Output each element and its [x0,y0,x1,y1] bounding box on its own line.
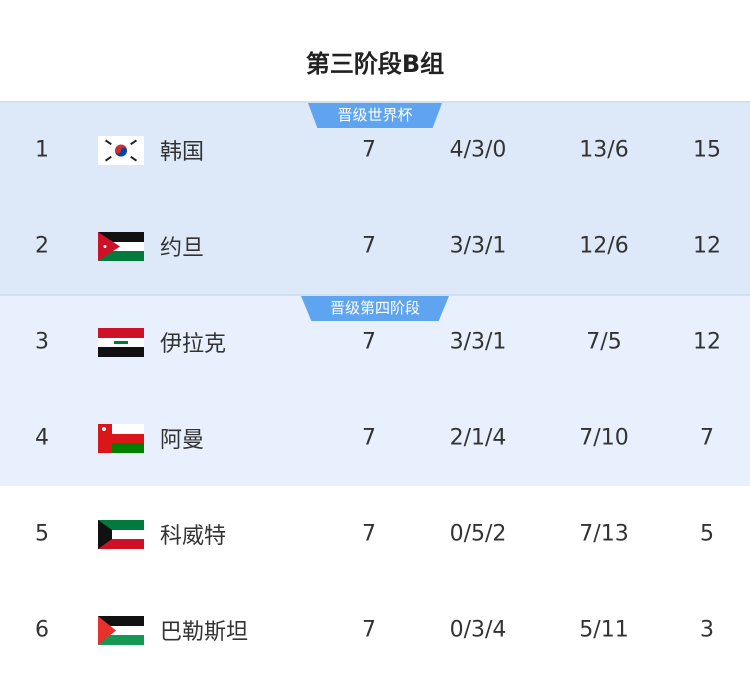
south-korea-flag-icon [98,136,144,165]
played: 7 [362,425,376,451]
played: 7 [362,617,376,643]
points: 3 [700,617,714,643]
rank: 4 [35,425,49,451]
group-fourth-stage: 晋级第四阶段 [0,294,750,486]
goals-for-against: 12/6 [579,233,629,259]
rank: 2 [35,233,49,259]
rank: 6 [35,617,49,643]
played: 7 [362,329,376,355]
team-name[interactable]: 阿曼 [160,428,205,453]
played: 7 [362,137,376,163]
group-world-cup: 晋级世界杯 [0,101,750,294]
win-draw-loss: 0/3/4 [449,617,507,643]
fourth-stage-badge: 晋级第四阶段 [301,296,449,321]
team-name[interactable]: 伊拉克 [160,332,227,357]
page-title: 第三阶段B组 [305,50,445,78]
table-row[interactable]: 4 阿曼 7 2/1/4 7/10 7 [0,390,750,486]
points: 7 [700,425,714,451]
points: 5 [700,521,714,547]
jordan-flag-icon [98,232,144,261]
win-draw-loss: 3/3/1 [449,233,507,259]
rank: 3 [35,329,49,355]
win-draw-loss: 3/3/1 [449,329,507,355]
points: 15 [693,137,721,163]
table-row[interactable]: 6 巴勒斯坦 7 0/3/4 5/11 3 [0,582,750,678]
win-draw-loss: 2/1/4 [449,425,507,451]
team-name[interactable]: 约旦 [160,236,205,261]
oman-flag-icon [98,424,144,453]
team-name[interactable]: 巴勒斯坦 [160,620,249,645]
kuwait-flag-icon [98,520,144,549]
goals-for-against: 7/13 [579,521,629,547]
world-cup-badge: 晋级世界杯 [308,103,442,128]
team-name[interactable]: 韩国 [160,140,205,165]
goals-for-against: 7/5 [586,329,622,355]
rank: 5 [35,521,49,547]
played: 7 [362,521,376,547]
table-row[interactable]: 3 伊拉克 7 3/3/1 7/5 12 [0,294,750,390]
points: 12 [693,329,721,355]
win-draw-loss: 0/5/2 [449,521,507,547]
palestine-flag-icon [98,616,144,645]
team-name[interactable]: 科威特 [160,524,227,549]
goals-for-against: 13/6 [579,137,629,163]
points: 12 [693,233,721,259]
table-row[interactable]: 1 韩国 7 4/3/0 13/6 15 [0,102,750,198]
goals-for-against: 5/11 [579,617,629,643]
iraq-flag-icon [98,328,144,357]
rank: 1 [35,137,49,163]
goals-for-against: 7/10 [579,425,629,451]
table-row[interactable]: 5 科威特 7 0/5/2 7/13 5 [0,486,750,582]
played: 7 [362,233,376,259]
table-row[interactable]: 2 约旦 7 3/3/1 12/6 12 [0,198,750,294]
win-draw-loss: 4/3/0 [449,137,507,163]
